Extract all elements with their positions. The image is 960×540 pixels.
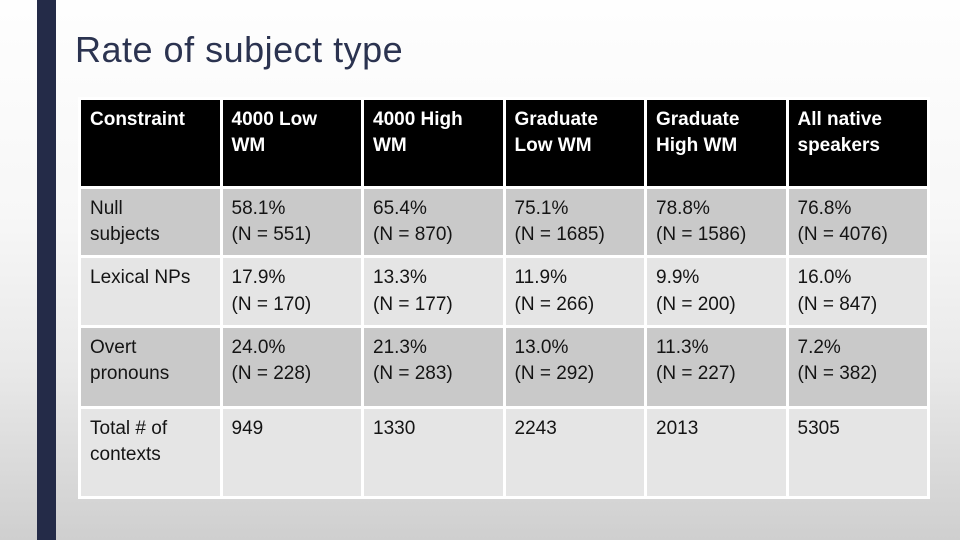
accent-bar [37, 0, 56, 540]
subject-type-table: Constraint 4000 Low WM 4000 High WM Grad… [78, 97, 930, 499]
cell-null-subjects-natives: 76.8% (N = 4076) [788, 189, 927, 256]
cell-total-contexts-natives: 5305 [788, 408, 927, 496]
row-label-total-contexts: Total # of contexts [81, 408, 220, 496]
cell-total-contexts-grad-low: 2243 [505, 408, 644, 496]
row-label-null-subjects: Null subjects [81, 189, 220, 256]
table-row-total-contexts: Total # of contexts 949 1330 2243 2013 5… [81, 408, 927, 496]
table-header-row: Constraint 4000 Low WM 4000 High WM Grad… [81, 100, 927, 186]
cell-overt-pronouns-natives: 7.2% (N = 382) [788, 327, 927, 406]
cell-overt-pronouns-grad-low: 13.0% (N = 292) [505, 327, 644, 406]
header-graduate-low-wm: Graduate Low WM [505, 100, 644, 186]
header-4000-high-wm: 4000 High WM [364, 100, 503, 186]
header-graduate-high-wm: Graduate High WM [647, 100, 786, 186]
cell-overt-pronouns-4000-high: 21.3% (N = 283) [364, 327, 503, 406]
cell-null-subjects-4000-low: 58.1% (N = 551) [222, 189, 361, 256]
cell-lexical-nps-4000-low: 17.9% (N = 170) [222, 258, 361, 325]
cell-total-contexts-4000-low: 949 [222, 408, 361, 496]
cell-null-subjects-grad-high: 78.8% (N = 1586) [647, 189, 786, 256]
cell-overt-pronouns-4000-low: 24.0% (N = 228) [222, 327, 361, 406]
header-4000-low-wm: 4000 Low WM [222, 100, 361, 186]
cell-total-contexts-grad-high: 2013 [647, 408, 786, 496]
cell-lexical-nps-natives: 16.0% (N = 847) [788, 258, 927, 325]
row-label-lexical-nps: Lexical NPs [81, 258, 220, 325]
header-constraint: Constraint [81, 100, 220, 186]
header-all-native-speakers: All native speakers [788, 100, 927, 186]
cell-total-contexts-4000-high: 1330 [364, 408, 503, 496]
row-label-overt-pronouns: Overt pronouns [81, 327, 220, 406]
cell-overt-pronouns-grad-high: 11.3% (N = 227) [647, 327, 786, 406]
cell-null-subjects-4000-high: 65.4% (N = 870) [364, 189, 503, 256]
cell-lexical-nps-4000-high: 13.3% (N = 177) [364, 258, 503, 325]
table-row-overt-pronouns: Overt pronouns 24.0% (N = 228) 21.3% (N … [81, 327, 927, 406]
cell-lexical-nps-grad-low: 11.9% (N = 266) [505, 258, 644, 325]
page-title: Rate of subject type [75, 29, 404, 70]
table-row-lexical-nps: Lexical NPs 17.9% (N = 170) 13.3% (N = 1… [81, 258, 927, 325]
cell-null-subjects-grad-low: 75.1% (N = 1685) [505, 189, 644, 256]
cell-lexical-nps-grad-high: 9.9% (N = 200) [647, 258, 786, 325]
table-row-null-subjects: Null subjects 58.1% (N = 551) 65.4% (N =… [81, 189, 927, 256]
